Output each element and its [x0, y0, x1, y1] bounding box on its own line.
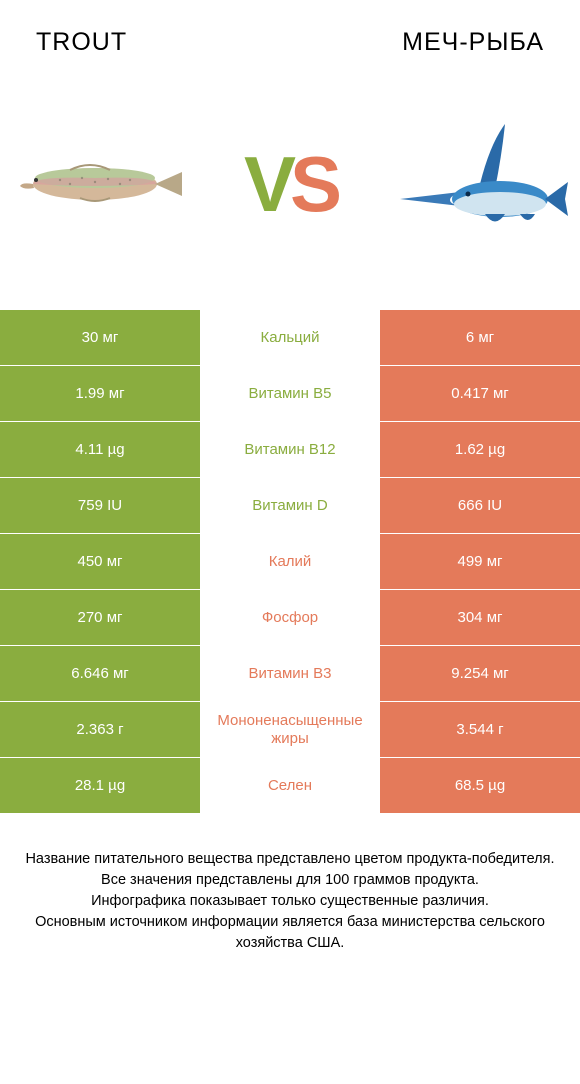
table-row: 30 мгКальций6 мг — [0, 309, 580, 365]
nutrient-label: Фосфор — [200, 590, 380, 645]
nutrient-label: Витамин B5 — [200, 366, 380, 421]
footer-text: Название питательного вещества представл… — [0, 813, 580, 974]
table-row: 2.363 гМононенасыщенные жиры3.544 г — [0, 701, 580, 757]
table-row: 6.646 мгВитамин B39.254 мг — [0, 645, 580, 701]
value-right: 666 IU — [380, 478, 580, 533]
nutrient-label: Мононенасыщенные жиры — [200, 702, 380, 757]
value-right: 68.5 µg — [380, 758, 580, 813]
infographic-container: TROUT МЕЧ-РЫБА VS — [0, 0, 580, 1084]
value-left: 30 мг — [0, 310, 200, 365]
value-left: 759 IU — [0, 478, 200, 533]
swordfish-image — [390, 119, 570, 249]
value-right: 304 мг — [380, 590, 580, 645]
title-left: TROUT — [36, 28, 127, 57]
table-row: 270 мгФосфор304 мг — [0, 589, 580, 645]
nutrient-label: Витамин B12 — [200, 422, 380, 477]
table-row: 4.11 µgВитамин B121.62 µg — [0, 421, 580, 477]
table-row: 1.99 мгВитамин B50.417 мг — [0, 365, 580, 421]
comparison-table: 30 мгКальций6 мг1.99 мгВитамин B50.417 м… — [0, 309, 580, 813]
value-right: 0.417 мг — [380, 366, 580, 421]
value-right: 1.62 µg — [380, 422, 580, 477]
vs-s: S — [290, 139, 336, 230]
value-right: 499 мг — [380, 534, 580, 589]
value-left: 28.1 µg — [0, 758, 200, 813]
vs-row: VS — [0, 69, 580, 309]
table-row: 28.1 µgСелен68.5 µg — [0, 757, 580, 813]
title-right: МЕЧ-РЫБА — [402, 28, 544, 57]
nutrient-label: Калий — [200, 534, 380, 589]
nutrient-label: Витамин B3 — [200, 646, 380, 701]
value-right: 3.544 г — [380, 702, 580, 757]
nutrient-label: Кальций — [200, 310, 380, 365]
value-right: 9.254 мг — [380, 646, 580, 701]
value-left: 450 мг — [0, 534, 200, 589]
table-row: 759 IUВитамин D666 IU — [0, 477, 580, 533]
value-left: 4.11 µg — [0, 422, 200, 477]
value-left: 270 мг — [0, 590, 200, 645]
value-left: 6.646 мг — [0, 646, 200, 701]
value-right: 6 мг — [380, 310, 580, 365]
nutrient-label: Витамин D — [200, 478, 380, 533]
header: TROUT МЕЧ-РЫБА — [0, 0, 580, 69]
table-row: 450 мгКалий499 мг — [0, 533, 580, 589]
trout-image — [10, 119, 190, 249]
vs-v: V — [244, 139, 290, 230]
value-left: 2.363 г — [0, 702, 200, 757]
nutrient-label: Селен — [200, 758, 380, 813]
value-left: 1.99 мг — [0, 366, 200, 421]
vs-label: VS — [244, 139, 336, 230]
